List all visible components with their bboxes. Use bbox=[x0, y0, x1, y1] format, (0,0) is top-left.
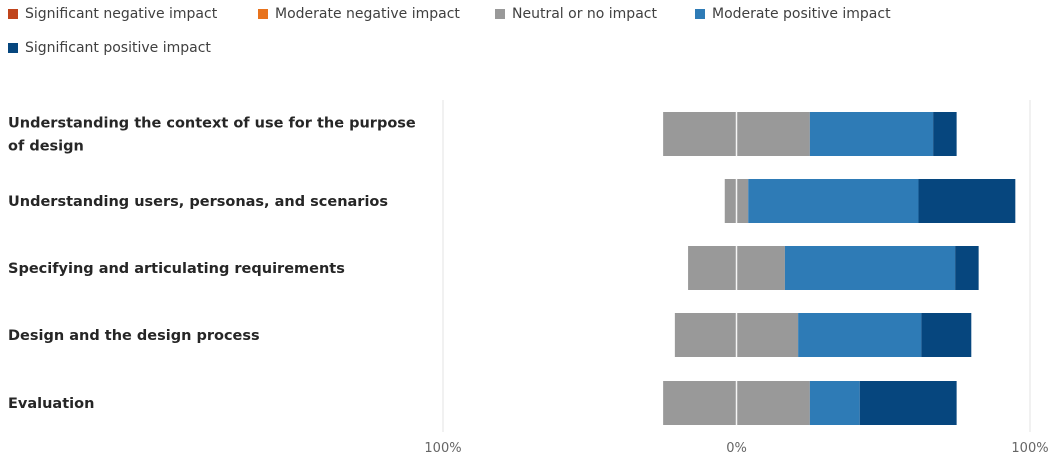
x-tick-label-0: 100% bbox=[424, 441, 461, 456]
bar-segment-4-row-1 bbox=[918, 179, 1016, 223]
legend-label-moderate-positive: Moderate positive impact bbox=[712, 6, 891, 22]
x-tick-labels: 100% 0% 100% bbox=[424, 441, 1048, 456]
category-label-0: Understanding the context of use for the… bbox=[8, 116, 416, 155]
bars bbox=[663, 112, 1016, 425]
bar-segment-4-row-0 bbox=[933, 112, 957, 156]
legend-label-neutral: Neutral or no impact bbox=[512, 6, 657, 22]
legend-swatch-moderate-negative bbox=[258, 9, 268, 19]
x-tick-label-2: 100% bbox=[1011, 441, 1048, 456]
category-label-1: Understanding users, personas, and scena… bbox=[8, 194, 388, 210]
grid bbox=[442, 100, 1031, 432]
legend-item-significant-negative: Significant negative impact bbox=[8, 6, 217, 22]
bar-segment-3-row-3 bbox=[798, 313, 922, 357]
legend-label-moderate-negative: Moderate negative impact bbox=[275, 6, 460, 22]
legend-swatch-neutral bbox=[495, 9, 505, 19]
bar-segment-4-row-2 bbox=[955, 246, 979, 290]
category-label-4: Evaluation bbox=[8, 396, 94, 412]
legend-swatch-significant-negative bbox=[8, 9, 18, 19]
legend-label-significant-positive: Significant positive impact bbox=[25, 40, 211, 56]
category-labels: Understanding the context of use for the… bbox=[8, 116, 416, 413]
legend-label-significant-negative: Significant negative impact bbox=[25, 6, 218, 22]
bar-segment-3-row-1 bbox=[748, 179, 919, 223]
x-tick-label-1: 0% bbox=[726, 441, 747, 456]
legend-swatch-moderate-positive bbox=[695, 9, 705, 19]
bar-segment-4-row-3 bbox=[921, 313, 972, 357]
legend-item-moderate-positive: Moderate positive impact bbox=[695, 6, 891, 22]
bar-segment-3-row-4 bbox=[809, 381, 860, 425]
category-label-2: Specifying and articulating requirements bbox=[8, 261, 345, 277]
legend-item-neutral: Neutral or no impact bbox=[495, 6, 657, 22]
category-label-3: Design and the design process bbox=[8, 328, 260, 344]
bar-segment-4-row-4 bbox=[859, 381, 957, 425]
legend-swatch-significant-positive bbox=[8, 43, 18, 53]
bar-segment-3-row-2 bbox=[784, 246, 956, 290]
legend-item-significant-positive: Significant positive impact bbox=[8, 40, 211, 56]
bar-segment-3-row-0 bbox=[809, 112, 934, 156]
legend-item-moderate-negative: Moderate negative impact bbox=[258, 6, 460, 22]
